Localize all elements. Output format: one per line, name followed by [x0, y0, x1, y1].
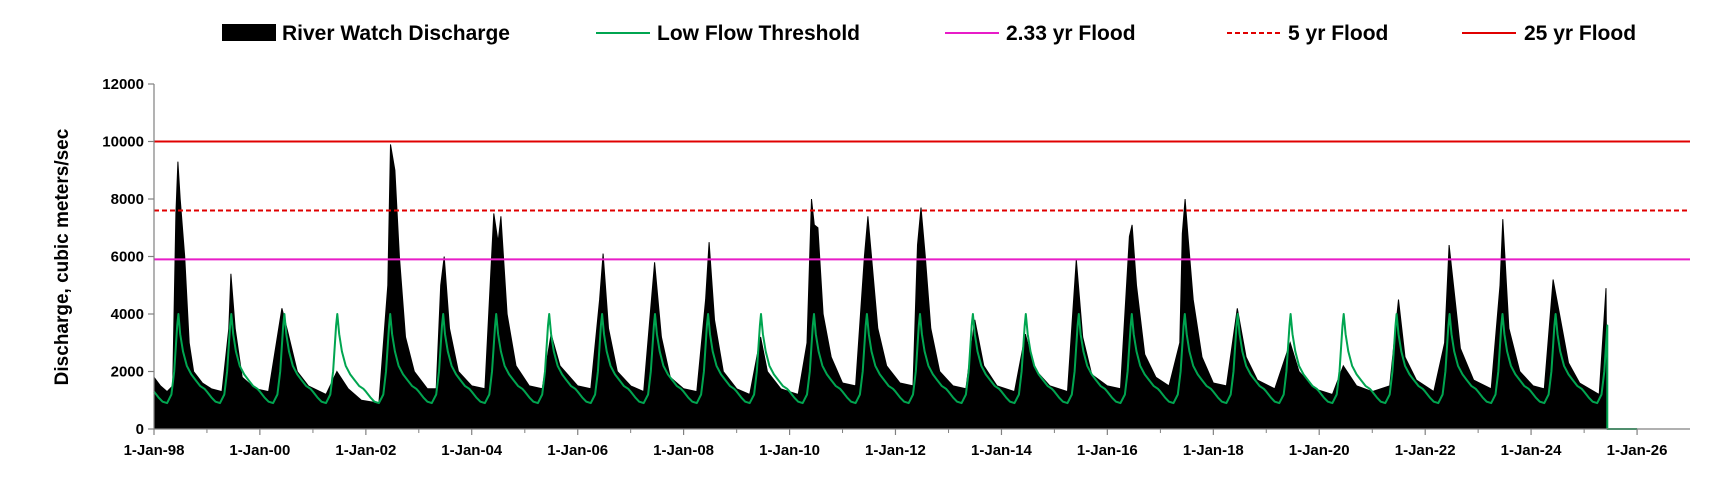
y-tick-label: 10000 [102, 134, 144, 151]
x-tick-label: 1-Jan-02 [335, 442, 396, 459]
axes-layer [148, 83, 1690, 435]
legend-label-2-33-yr-flood: 2.33 yr Flood [1006, 22, 1136, 45]
x-tick-label: 1-Jan-18 [1183, 442, 1244, 459]
low-flow-line [153, 313, 1638, 430]
x-tick-label: 1-Jan-16 [1077, 442, 1138, 459]
discharge-area-layer [153, 144, 1608, 430]
x-tick-label: 1-Jan-22 [1395, 442, 1456, 459]
y-tick-label: 8000 [111, 191, 144, 208]
x-tick-label: 1-Jan-00 [229, 442, 290, 459]
y-tick-labels: 0 2000 4000 6000 8000 10000 12000 [102, 76, 144, 438]
legend-label-25-yr-flood: 25 yr Flood [1524, 22, 1636, 45]
y-tick-label: 12000 [102, 76, 144, 93]
x-tick-label: 1-Jan-24 [1501, 442, 1563, 459]
x-tick-labels: 1-Jan-98 1-Jan-00 1-Jan-02 1-Jan-04 1-Jan-06… [124, 442, 1668, 459]
y-axis-title: Discharge, cubic meters/sec [52, 128, 73, 385]
legend-label-discharge: River Watch Discharge [282, 22, 510, 45]
legend-item-2-33-yr-flood: 2.33 yr Flood [945, 22, 1136, 45]
x-tick-label: 1-Jan-06 [547, 442, 608, 459]
legend-swatch-discharge [222, 24, 276, 41]
x-tick-label: 1-Jan-08 [653, 442, 714, 459]
legend-item-low-flow: Low Flow Threshold [596, 22, 860, 45]
x-tick-label: 1-Jan-26 [1607, 442, 1668, 459]
y-tick-label: 6000 [111, 249, 144, 266]
x-tick-label: 1-Jan-12 [865, 442, 926, 459]
legend-item-discharge: River Watch Discharge [222, 22, 510, 45]
legend-item-25-yr-flood: 25 yr Flood [1462, 22, 1636, 45]
x-tick-label: 1-Jan-10 [759, 442, 820, 459]
x-tick-label: 1-Jan-20 [1289, 442, 1350, 459]
x-tick-label: 1-Jan-14 [971, 442, 1033, 459]
discharge-area [153, 144, 1608, 430]
x-tick-label: 1-Jan-04 [441, 442, 503, 459]
legend: River Watch Discharge Low Flow Threshold… [222, 22, 1636, 45]
x-tick-label: 1-Jan-98 [124, 442, 185, 459]
legend-item-5-yr-flood: 5 yr Flood [1227, 22, 1388, 45]
flood-lines-layer [154, 140, 1690, 261]
y-tick-label: 0 [136, 421, 144, 438]
legend-label-5-yr-flood: 5 yr Flood [1288, 22, 1388, 45]
y-tick-label: 4000 [111, 306, 144, 323]
legend-label-low-flow: Low Flow Threshold [657, 22, 860, 45]
y-tick-label: 2000 [111, 364, 144, 381]
low-flow-layer [153, 313, 1638, 430]
